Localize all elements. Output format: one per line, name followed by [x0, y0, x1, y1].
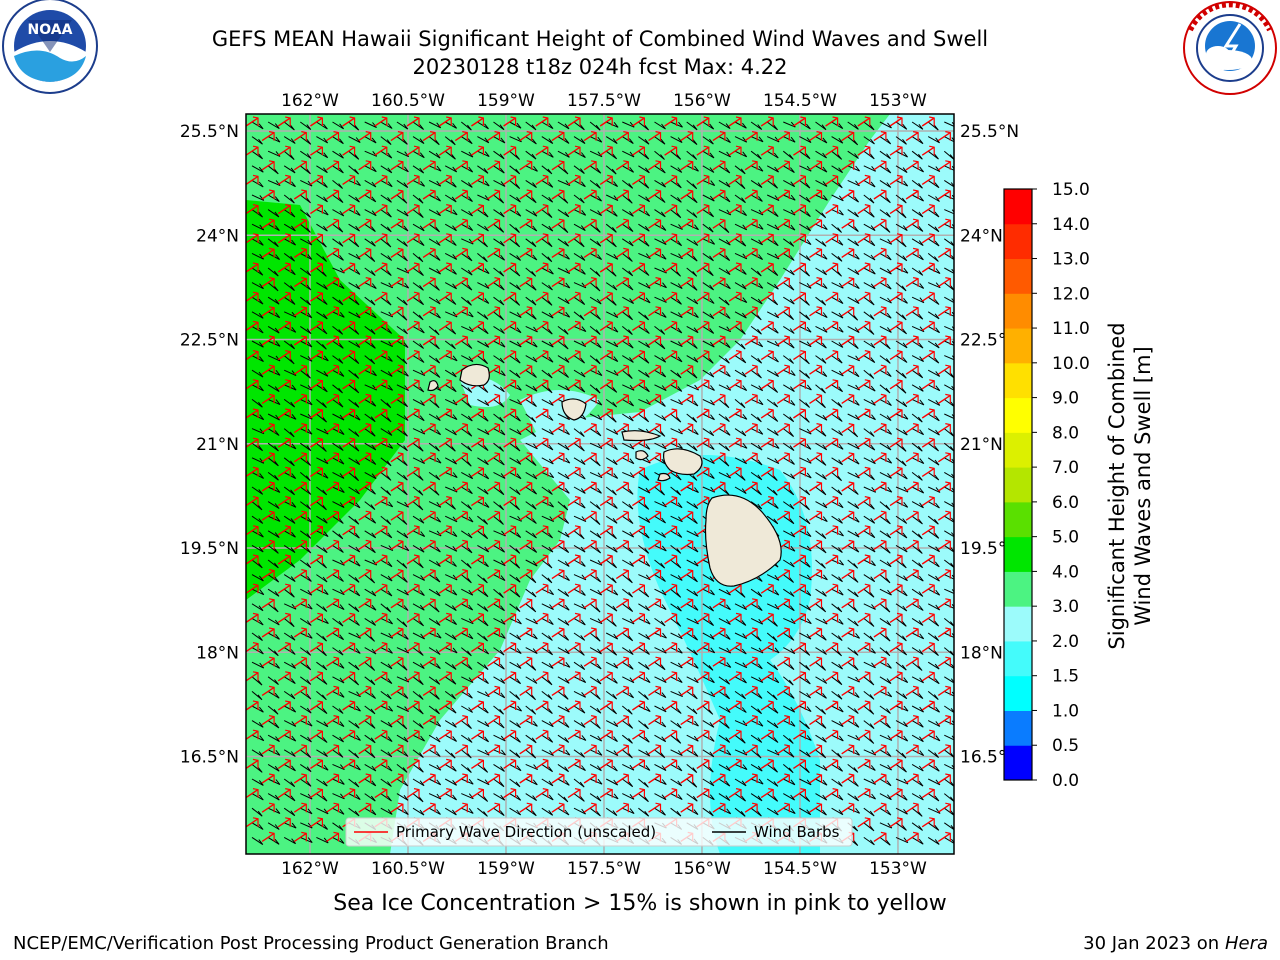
- map-legend: Primary Wave Direction (unscaled) Wind B…: [345, 817, 853, 847]
- colorbar-tick-label: 13.0: [1052, 250, 1090, 270]
- hawaiian-islands: [427, 363, 782, 587]
- colorbar-tick-label: 11.0: [1052, 319, 1090, 339]
- colorbar-tick-label: 10.0: [1052, 354, 1090, 374]
- colorbar-segment: [1004, 640, 1032, 677]
- lon-tick-top: 162°W: [281, 91, 339, 111]
- chart-title: GEFS MEAN Hawaii Significant Height of C…: [211, 27, 989, 51]
- sea-ice-note: Sea Ice Concentration > 15% is shown in …: [333, 891, 947, 916]
- lat-tick-left: 22.5°N: [180, 331, 239, 351]
- lon-tick-bottom: 153°W: [869, 859, 927, 879]
- lat-tick-left: 18°N: [196, 643, 239, 663]
- lon-tick-top: 154.5°W: [763, 91, 837, 111]
- map-frame: [245, 113, 955, 855]
- lon-tick-top: 159°W: [477, 91, 535, 111]
- island-maui: [663, 448, 703, 476]
- lon-tick-bottom: 162°W: [281, 859, 339, 879]
- lat-tick-right: 18°N: [960, 643, 1003, 663]
- colorbar-tick-label: 1.5: [1052, 667, 1079, 687]
- footer-date: 30 Jan 2023 on Hera: [1083, 933, 1268, 954]
- lat-tick-left: 19.5°N: [180, 539, 239, 559]
- colorbar-segment: [1004, 467, 1032, 503]
- lon-tick-bottom: 159°W: [477, 859, 535, 879]
- colorbar-segment: [1004, 432, 1032, 468]
- lon-tick-bottom: 160.5°W: [371, 859, 445, 879]
- swh-field-3-4m: [246, 114, 890, 854]
- colorbar-segment: [1004, 223, 1032, 260]
- legend-label-wave-direction: Primary Wave Direction (unscaled): [396, 823, 656, 841]
- colorbar-segment: [1004, 189, 1032, 225]
- legend-label-wind-barbs: Wind Barbs: [754, 823, 840, 841]
- colorbar-segment: [1004, 606, 1032, 642]
- colorbar-tick-label: 9.0: [1052, 389, 1079, 409]
- colorbar-tick-label: 15.0: [1052, 180, 1090, 200]
- lon-tick-top: 157.5°W: [567, 91, 641, 111]
- footer-date-text: 30 Jan 2023 on: [1083, 933, 1225, 954]
- colorbar-segment: [1004, 710, 1032, 746]
- lat-tick-right: 25.5°N: [960, 122, 1019, 142]
- colorbar-segment: [1004, 362, 1032, 399]
- wave-and-wind-vectors: [246, 116, 954, 846]
- colorbar-label-line2: Wind Waves and Swell [m]: [1131, 346, 1155, 626]
- island-oahu: [561, 398, 587, 421]
- island-niihau: [427, 380, 439, 392]
- island-hawaii: [704, 494, 782, 587]
- lat-tick-left: 25.5°N: [180, 122, 239, 142]
- island-kauai: [459, 363, 490, 387]
- colorbar-tick-label: 2.0: [1052, 632, 1079, 652]
- colorbar-segment: [1004, 501, 1032, 538]
- chart-subtitle: 20230128 t18z 024h fcst Max: 4.22: [412, 55, 788, 79]
- colorbar-tick-label: 3.0: [1052, 597, 1079, 617]
- footer-branch: NCEP/EMC/Verification Post Processing Pr…: [13, 933, 609, 954]
- colorbar-tick-label: 12.0: [1052, 284, 1090, 304]
- lon-tick-top: 156°W: [673, 91, 731, 111]
- colorbar: 0.0 0.5 1.0 1.5 2.0 3.0 4.0 5.0 6.0 7.0 8.0 9.0 10.0…: [1003, 180, 1090, 791]
- colorbar-segment: [1004, 258, 1032, 294]
- colorbar-segment: [1004, 536, 1032, 572]
- lon-tick-bottom: 154.5°W: [763, 859, 837, 879]
- nws-logo: [1183, 1, 1277, 95]
- graticule: [246, 114, 954, 854]
- colorbar-tick-label: 8.0: [1052, 423, 1079, 443]
- noaa-logo-text: NOAA: [28, 22, 73, 38]
- colorbar-segment: [1004, 745, 1032, 781]
- lat-tick-left: 16.5°N: [180, 748, 239, 768]
- colorbar-segment: [1004, 293, 1032, 329]
- lon-tick-top: 160.5°W: [371, 91, 445, 111]
- lon-tick-top: 153°W: [869, 91, 927, 111]
- lat-tick-left: 21°N: [196, 435, 239, 455]
- lon-tick-bottom: 157.5°W: [567, 859, 641, 879]
- colorbar-segment: [1004, 571, 1032, 607]
- lat-tick-left: 24°N: [196, 226, 239, 246]
- colorbar-tick-label: 14.0: [1052, 215, 1090, 235]
- colorbar-tick-label: 5.0: [1052, 528, 1079, 548]
- colorbar-tick-label: 6.0: [1052, 493, 1079, 513]
- footer-machine: Hera: [1224, 933, 1268, 954]
- colorbar-tick-label: 1.0: [1052, 701, 1079, 721]
- colorbar-segment: [1004, 675, 1032, 711]
- noaa-logo: NOAA: [2, 0, 98, 94]
- colorbar-label-line1: Significant Height of Combined: [1105, 322, 1129, 649]
- colorbar-segment: [1004, 328, 1032, 364]
- axis-tick-labels: 162°W 160.5°W 159°W 157.5°W 156°W 154.5°W 153°…: [180, 91, 1019, 879]
- colorbar-tick-label: 0.0: [1052, 771, 1079, 791]
- lat-tick-right: 21°N: [960, 435, 1003, 455]
- lat-tick-right: 24°N: [960, 226, 1003, 246]
- island-lanai: [635, 450, 649, 461]
- island-kahoolawe: [657, 472, 671, 482]
- colorbar-segment: [1004, 397, 1032, 433]
- colorbar-tick-label: 7.0: [1052, 458, 1079, 478]
- island-molokai: [621, 430, 662, 442]
- colorbar-tick-label: 4.0: [1052, 562, 1079, 582]
- colorbar-tick-label: 0.5: [1052, 736, 1079, 756]
- lon-tick-bottom: 156°W: [673, 859, 731, 879]
- map-area: Primary Wave Direction (unscaled) Wind B…: [246, 114, 954, 854]
